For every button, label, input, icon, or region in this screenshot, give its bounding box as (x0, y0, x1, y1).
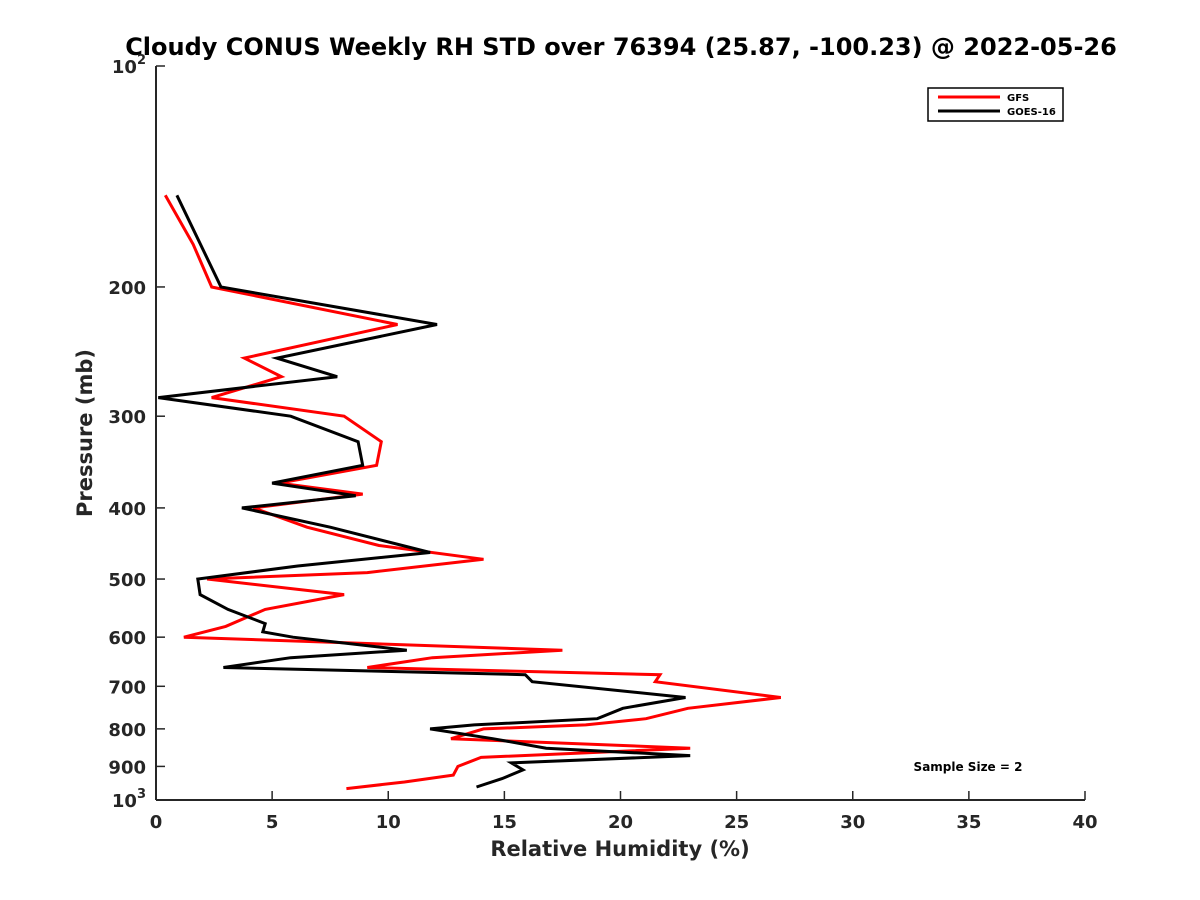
x-tick-label: 40 (1072, 812, 1097, 833)
x-tick-label: 30 (840, 812, 865, 833)
x-axis-label: Relative Humidity (%) (490, 837, 749, 861)
series-line-gfs (163, 194, 781, 791)
x-tick-label: 25 (724, 812, 749, 833)
y-tick-label: 300 (108, 407, 146, 428)
x-tick-label: 5 (266, 812, 279, 833)
y-tick-label: 900 (108, 757, 146, 778)
legend-entry-label: GFS (1007, 93, 1029, 104)
x-tick-label: 0 (150, 812, 163, 833)
y-tick-label: 500 (108, 570, 146, 591)
y-tick-label: 102 (112, 53, 146, 78)
y-tick-label: 600 (108, 628, 146, 649)
y-tick-label: 103 (112, 787, 146, 812)
x-tick-label: 10 (376, 812, 401, 833)
series-layer (158, 194, 781, 791)
legend-box (927, 87, 1064, 122)
y-tick-label: 200 (108, 278, 146, 299)
y-tick-label: 700 (108, 677, 146, 698)
x-tick-label: 15 (492, 812, 517, 833)
x-tick-label: 35 (956, 812, 981, 833)
y-axis-ticks: 102 200 300 400 500 600 700 800 900 103 (108, 53, 165, 812)
legend-entry-label: GOES-16 (1007, 107, 1056, 118)
y-axis-label: Pressure (mb) (73, 349, 97, 517)
legend: GFS GOES-16 (927, 87, 1064, 122)
y-tick-label: 400 (108, 499, 146, 520)
x-tick-label: 20 (608, 812, 633, 833)
x-axis-ticks: 0 5 10 15 20 25 30 35 40 (150, 791, 1098, 833)
chart-title: Cloudy CONUS Weekly RH STD over 76394 (2… (125, 33, 1117, 61)
series-line-goes-16 (158, 194, 691, 789)
y-tick-label: 800 (108, 720, 146, 741)
plot-area: 0 5 10 15 20 25 30 35 40 102 200 300 400 500 600 700 80… (108, 53, 1097, 833)
sample-size-annotation: Sample Size = 2 (914, 760, 1023, 774)
